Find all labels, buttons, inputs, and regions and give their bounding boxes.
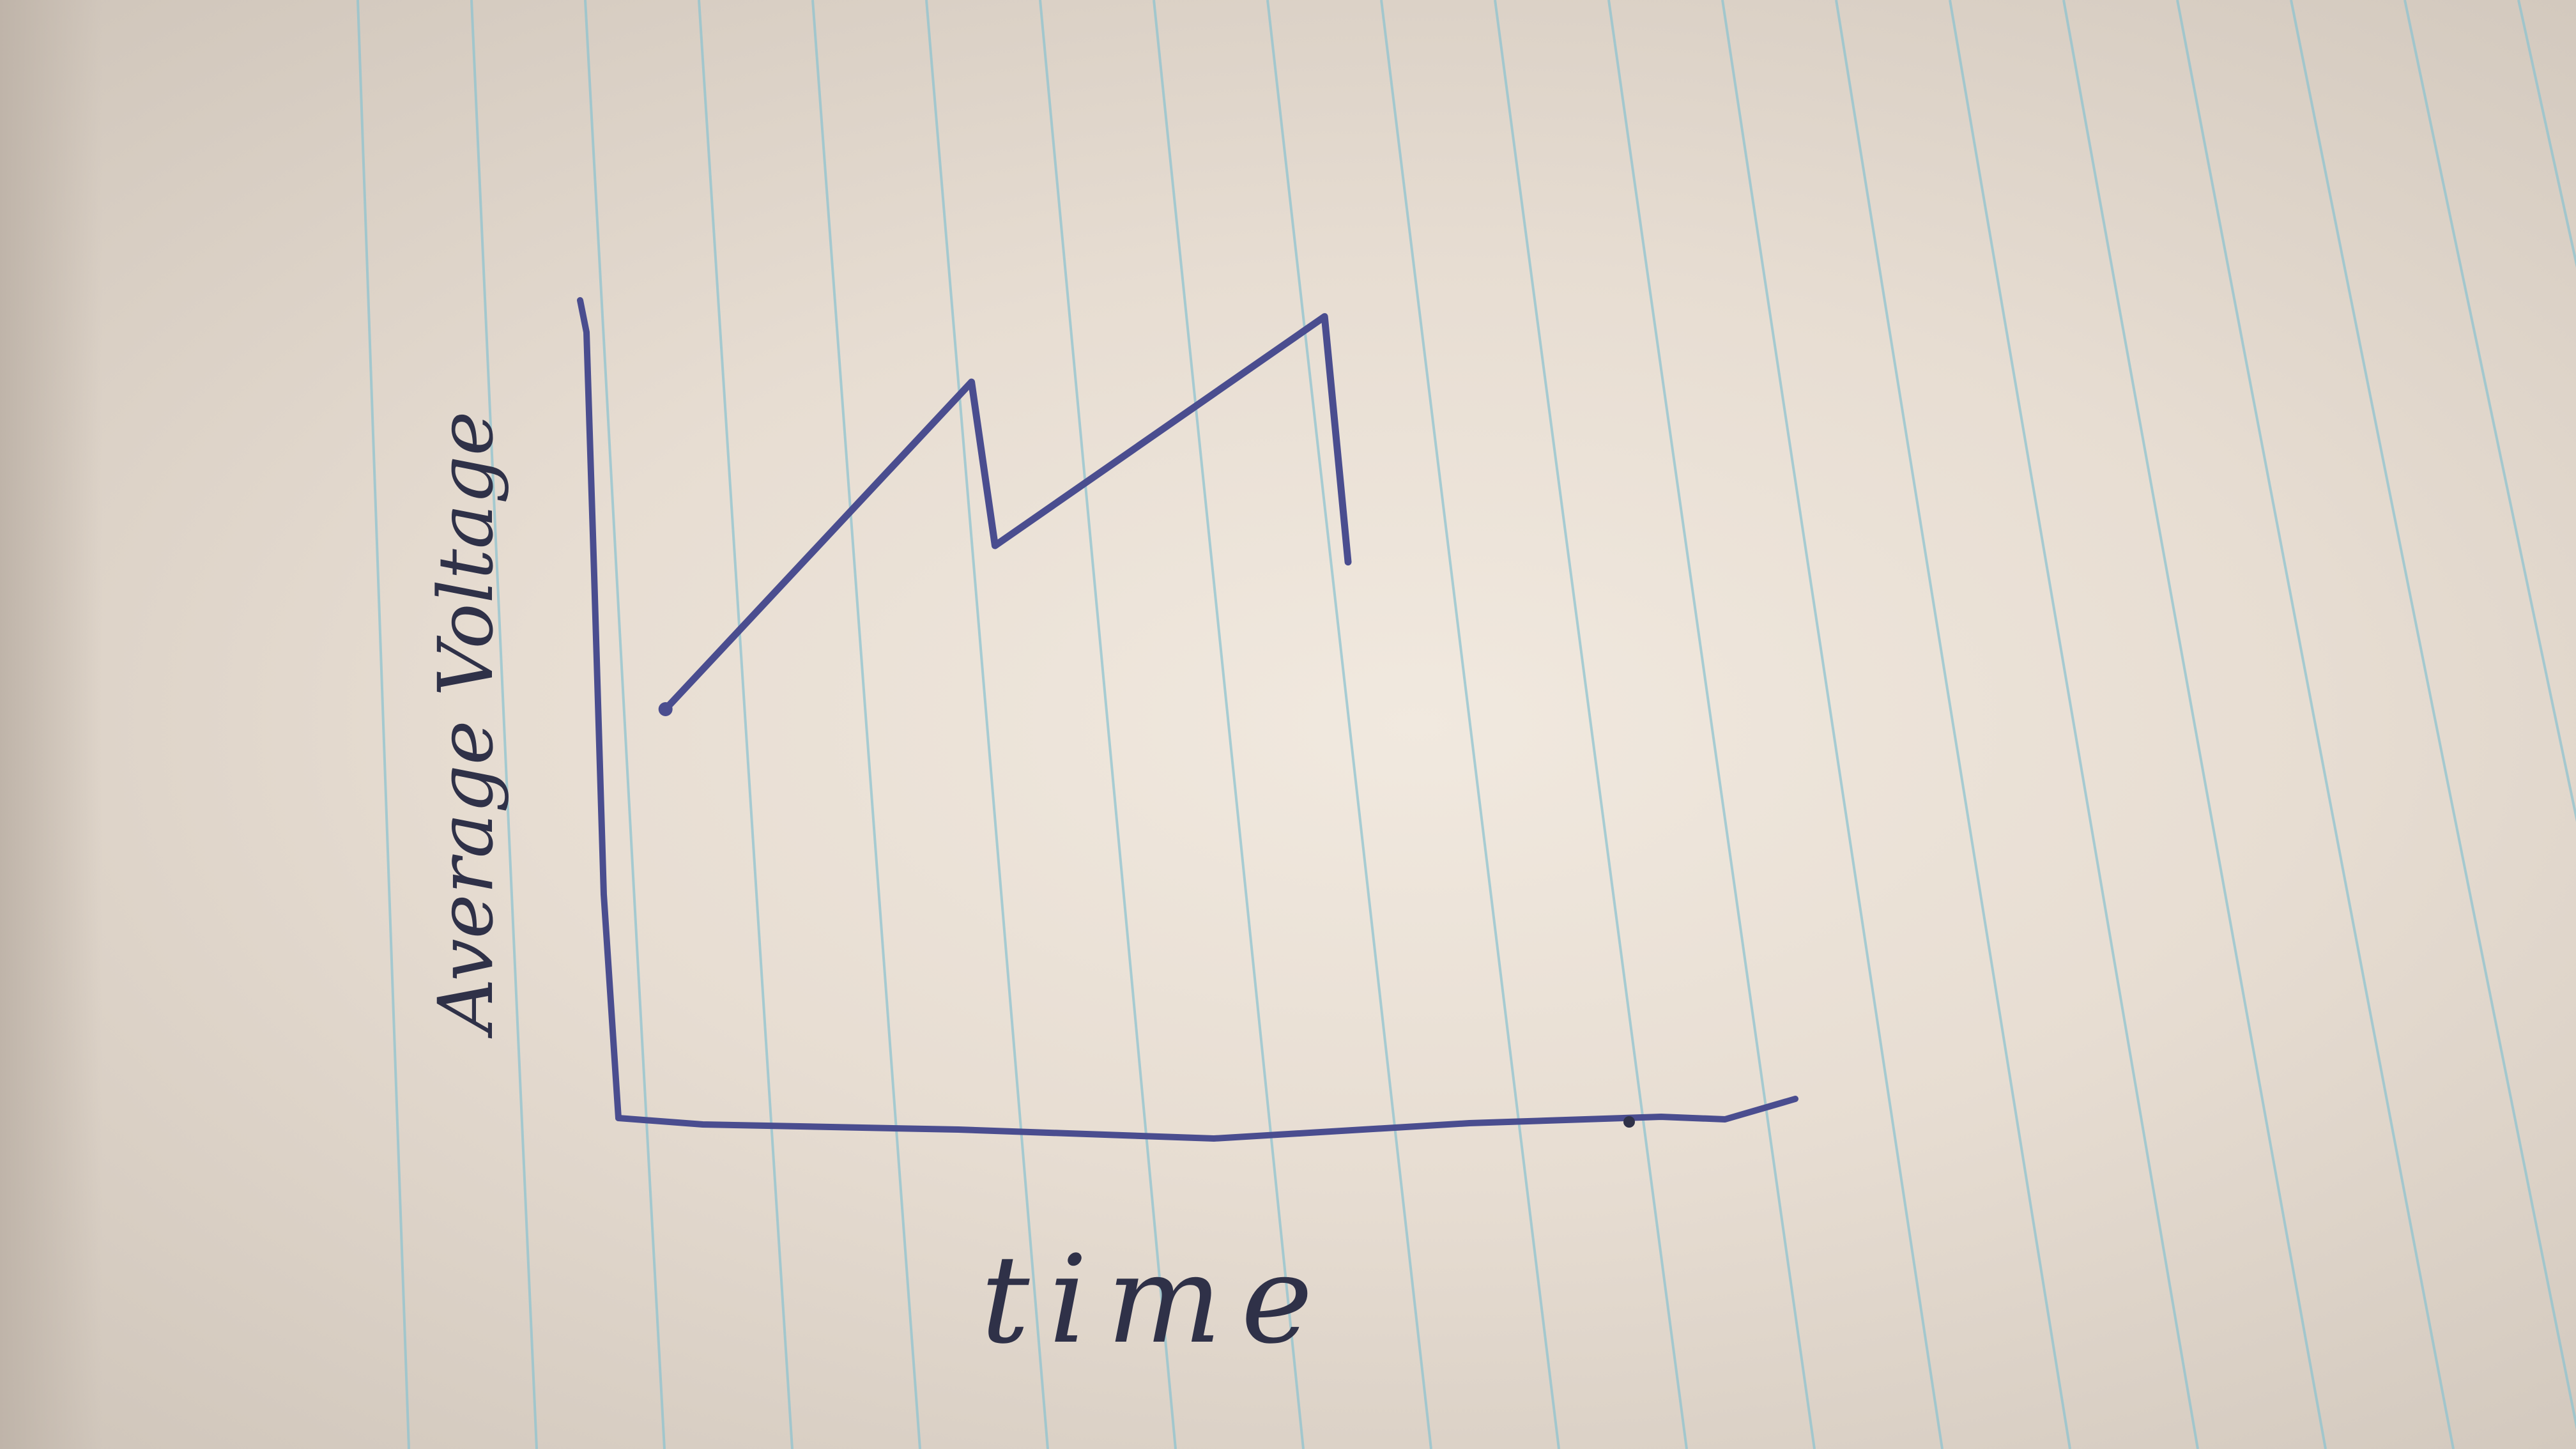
rule-line: [1039, 0, 1177, 1449]
x-axis-line: [615, 1096, 1798, 1142]
rule-line: [1266, 0, 1432, 1449]
rule-line: [1380, 0, 1560, 1449]
series-layer: [658, 313, 1352, 716]
rule-line: [2062, 0, 2327, 1449]
series-point: [968, 379, 975, 385]
rule-line: [584, 0, 666, 1449]
rule-line: [2404, 0, 2576, 822]
series-point: [1321, 313, 1328, 320]
rule-line: [1835, 0, 2071, 1449]
series-line: [662, 313, 1352, 713]
y-axis-label: Average Voltage: [422, 411, 510, 1039]
axis-ink-dot: [1623, 1116, 1635, 1128]
rule-line: [2290, 0, 2576, 1430]
rule-line: [1607, 0, 1816, 1449]
notebook-rule-lines: [356, 0, 2576, 1449]
rule-line: [356, 0, 410, 1449]
rule-line: [811, 0, 921, 1449]
page-binding-shadow: [0, 0, 102, 1449]
x-axis-label: time: [981, 1229, 1332, 1370]
series-point: [992, 542, 999, 549]
series-point: [1345, 558, 1352, 565]
rule-line: [1494, 0, 1688, 1449]
rule-line: [1153, 0, 1305, 1449]
rule-line: [698, 0, 793, 1449]
rule-line: [1721, 0, 1943, 1449]
rule-line: [2517, 0, 2576, 268]
rule-line: [1949, 0, 2199, 1449]
series-point: [658, 702, 673, 716]
rule-line: [470, 0, 538, 1449]
rule-line: [2176, 0, 2455, 1449]
rule-line: [925, 0, 1049, 1449]
y-axis-line: [577, 297, 622, 1121]
